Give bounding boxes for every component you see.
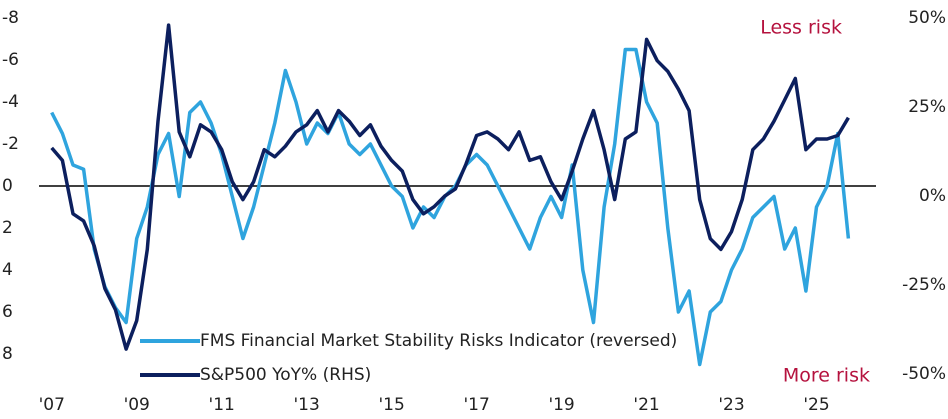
x-tick-label: '13 <box>294 395 320 415</box>
legend-label: FMS Financial Market Stability Risks Ind… <box>200 331 677 351</box>
y2-tick-label: -50% <box>902 364 946 384</box>
y-tick-label: -8 <box>2 8 19 28</box>
x-tick-label: '25 <box>803 395 829 415</box>
y-tick-label: -6 <box>2 50 19 70</box>
y-tick-label: -4 <box>2 92 19 112</box>
x-tick-label: '11 <box>209 395 235 415</box>
y-tick-label: 4 <box>2 260 13 280</box>
y-tick-label: 6 <box>2 302 13 322</box>
annotation: More risk <box>783 365 870 387</box>
y2-tick-label: 50% <box>908 8 946 28</box>
x-tick-label: '07 <box>39 395 65 415</box>
x-tick-label: '15 <box>378 395 404 415</box>
x-tick-label: '17 <box>463 395 489 415</box>
y2-tick-label: -25% <box>902 275 946 295</box>
y-tick-label: 8 <box>2 344 13 364</box>
annotation: Less risk <box>760 17 842 39</box>
y-tick-label: 0 <box>2 176 13 196</box>
x-tick-label: '23 <box>718 395 744 415</box>
y2-tick-label: 25% <box>908 97 946 117</box>
legend-label: S&P500 YoY% (RHS) <box>200 365 371 385</box>
series-line <box>50 23 850 351</box>
y-tick-label: -2 <box>2 134 19 154</box>
y2-tick-label: 0% <box>919 186 946 206</box>
y-tick-label: 2 <box>2 218 13 238</box>
series-line <box>50 47 851 367</box>
x-tick-label: '21 <box>633 395 659 415</box>
x-tick-label: '19 <box>548 395 574 415</box>
x-tick-label: '09 <box>124 395 150 415</box>
